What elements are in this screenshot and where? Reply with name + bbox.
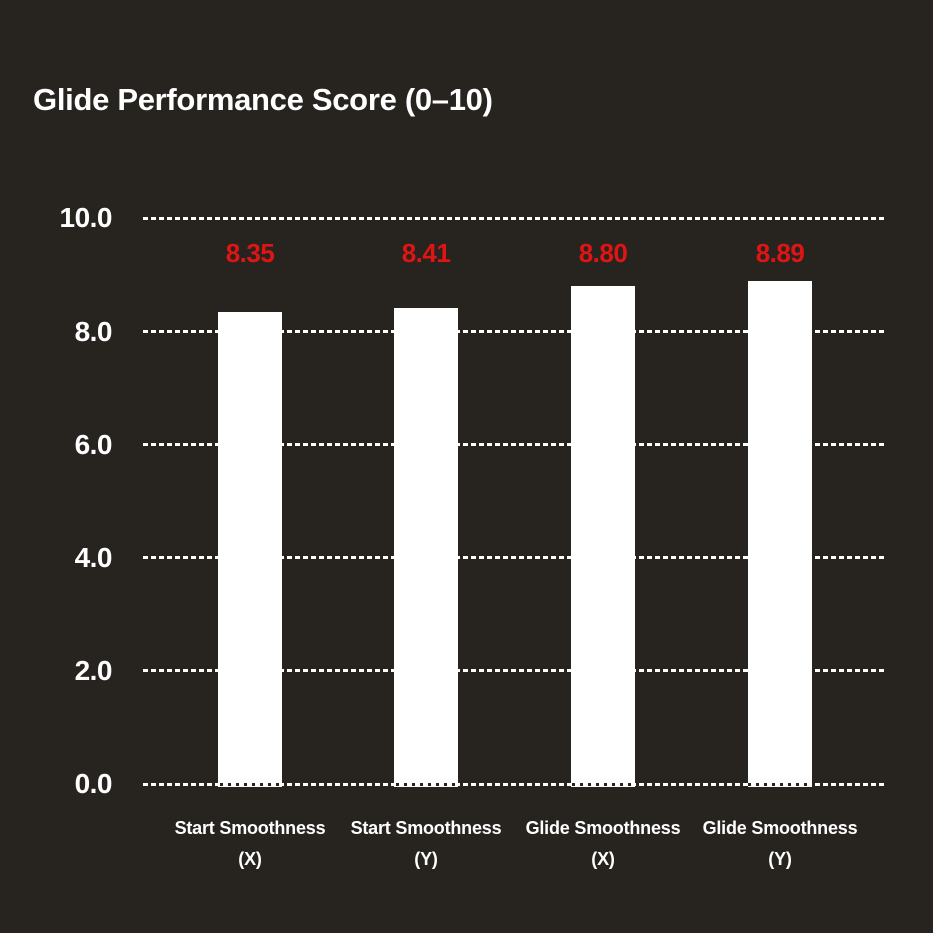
bar [571,286,635,787]
x-category-label: Glide Smoothness (X) [508,813,698,875]
x-category-label-line: (X) [238,849,262,869]
gridline [143,216,885,220]
x-category-label: Start Smoothness (X) [155,813,345,875]
x-category-label-line: (X) [591,849,615,869]
x-category-label-line: Start Smoothness [174,818,326,838]
y-tick-label: 10.0 [59,202,113,234]
bar [748,281,812,787]
x-category-label-line: (Y) [414,849,438,869]
x-category-label-line: Start Smoothness [350,818,502,838]
x-category-label-line: (Y) [768,849,792,869]
bar-value-label: 8.41 [401,238,451,268]
bar [218,311,282,787]
x-category-label: Glide Smoothness (Y) [685,813,875,875]
chart-title: Glide Performance Score (0–10) [33,82,493,117]
y-tick-label: 4.0 [74,541,113,573]
bar-value-label: 8.35 [225,238,275,268]
y-tick-label: 0.0 [74,768,113,799]
y-tick-label: 6.0 [74,428,113,460]
gridline [143,330,885,334]
x-category-label: Start Smoothness (Y) [331,813,521,875]
gridline [143,669,885,673]
zero-gridline [143,782,885,786]
x-category-label-line: Glide Smoothness [702,818,858,838]
bar [394,308,458,787]
x-category-label-line: Glide Smoothness [525,818,681,838]
y-tick-label: 2.0 [74,654,113,686]
gridline [143,443,885,447]
bar-value-label: 8.80 [578,238,628,268]
gridline [143,556,885,560]
y-tick-label: 8.0 [74,315,113,347]
bar-value-label: 8.89 [755,238,805,268]
